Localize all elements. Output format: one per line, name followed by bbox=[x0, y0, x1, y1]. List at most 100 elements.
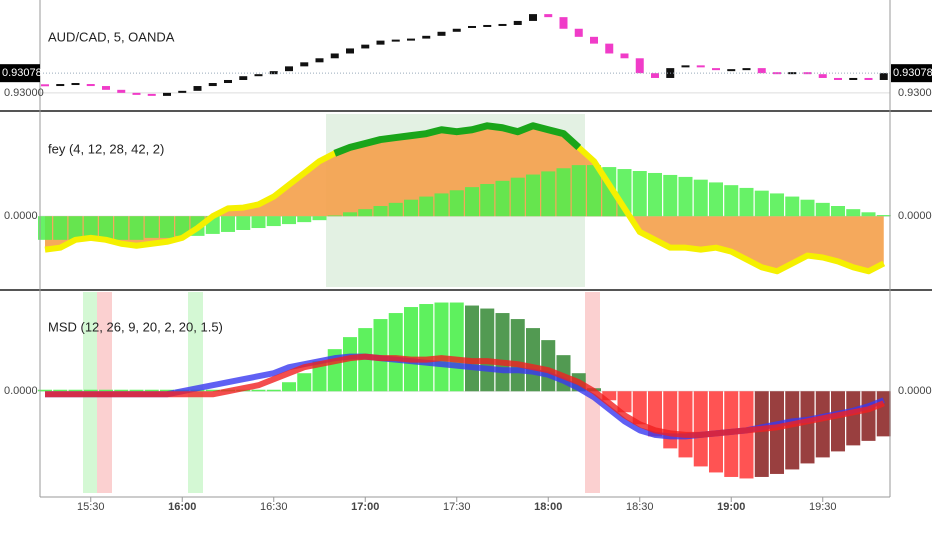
y-tick-label: 0.0000 bbox=[898, 210, 932, 222]
pane-title: AUD/CAD, 5, OANDA bbox=[48, 29, 175, 44]
candle-body bbox=[102, 86, 110, 90]
x-tick-label: 16:00 bbox=[168, 501, 196, 513]
histogram-bar bbox=[846, 391, 861, 446]
candle-body bbox=[452, 28, 461, 32]
histogram-bar bbox=[358, 209, 373, 217]
candle-body bbox=[574, 28, 583, 37]
candle-body bbox=[147, 93, 156, 96]
histogram-bar bbox=[785, 391, 800, 470]
histogram-bar bbox=[831, 206, 845, 217]
candle-body bbox=[651, 73, 659, 78]
histogram-bar bbox=[465, 187, 479, 217]
candle-body bbox=[346, 48, 354, 54]
histogram-bar bbox=[114, 389, 129, 392]
histogram-bar bbox=[251, 389, 266, 392]
candle-body bbox=[376, 40, 385, 45]
histogram-bar bbox=[434, 193, 449, 217]
pane-title: fey (4, 12, 28, 42, 2) bbox=[48, 141, 164, 156]
histogram-bar bbox=[632, 391, 647, 425]
candle-body bbox=[208, 83, 217, 87]
histogram-bar bbox=[343, 337, 357, 392]
histogram-bar bbox=[53, 389, 68, 392]
histogram-bar bbox=[68, 216, 83, 240]
candle-body bbox=[590, 36, 598, 44]
candle-body bbox=[757, 68, 766, 74]
histogram-bar bbox=[83, 389, 98, 392]
histogram-bar bbox=[388, 313, 403, 392]
candle-body bbox=[407, 38, 415, 41]
candle-body bbox=[834, 77, 842, 80]
histogram-bar bbox=[343, 212, 357, 217]
candle-body bbox=[437, 31, 446, 36]
histogram-bar bbox=[724, 185, 739, 217]
candle-body bbox=[483, 24, 492, 27]
x-tick-label: 17:30 bbox=[443, 501, 471, 513]
candle-body bbox=[254, 74, 263, 77]
histogram-bar bbox=[282, 216, 296, 225]
histogram-bar bbox=[160, 389, 174, 392]
histogram-bar bbox=[526, 174, 540, 217]
x-tick-label: 18:30 bbox=[626, 501, 654, 513]
x-tick-label: 18:00 bbox=[534, 501, 562, 513]
y-tick-label: 0.0000 bbox=[4, 210, 38, 222]
pane-title: MSD (12, 26, 9, 20, 2, 20, 1.5) bbox=[48, 319, 223, 334]
histogram-bar bbox=[495, 313, 510, 392]
histogram-bar bbox=[144, 389, 159, 392]
histogram-bar bbox=[282, 382, 296, 392]
histogram-bar bbox=[419, 304, 434, 392]
histogram-bar bbox=[53, 216, 68, 240]
candle-body bbox=[513, 20, 522, 25]
histogram-bar bbox=[739, 187, 754, 217]
histogram-bar bbox=[510, 177, 525, 217]
candle-body bbox=[681, 65, 690, 68]
candle-body bbox=[849, 77, 858, 80]
x-tick-label: 15:30 bbox=[77, 501, 105, 513]
marks bbox=[38, 14, 891, 479]
candle-body bbox=[605, 43, 614, 54]
histogram-bar bbox=[38, 389, 52, 392]
labels: 0.93000 0.93000 0.93078 0.93078 0.0000 0.0000… bbox=[0, 64, 932, 513]
histogram-bar bbox=[770, 193, 784, 217]
price-box bbox=[891, 64, 932, 83]
histogram-bar bbox=[404, 199, 418, 217]
candle-body bbox=[544, 14, 553, 18]
histogram-bar bbox=[388, 202, 403, 217]
histogram-bar bbox=[175, 216, 190, 236]
candle-body bbox=[56, 84, 65, 87]
candle-body bbox=[163, 92, 171, 96]
indicator-line bbox=[45, 353, 885, 438]
histogram-bar bbox=[541, 171, 556, 217]
histogram-bar bbox=[297, 216, 312, 223]
candle-body bbox=[71, 83, 80, 86]
histogram-bar bbox=[419, 196, 434, 217]
histogram-bar bbox=[160, 216, 174, 238]
x-tick-label: 19:00 bbox=[717, 501, 745, 513]
candle-body bbox=[803, 72, 812, 75]
candle-body bbox=[559, 17, 568, 29]
candle-body bbox=[422, 35, 431, 39]
candle-body bbox=[315, 58, 324, 63]
candle-body bbox=[117, 89, 126, 93]
histogram-bar bbox=[861, 212, 876, 217]
signal-line-highlight bbox=[333, 122, 582, 157]
histogram-bar bbox=[510, 319, 525, 392]
histogram-bar bbox=[541, 340, 556, 392]
histogram-bar bbox=[663, 391, 678, 449]
histogram-bar bbox=[68, 389, 83, 392]
histogram-bar bbox=[587, 165, 601, 217]
histogram-bar bbox=[480, 183, 495, 217]
x-tick-label: 17:00 bbox=[351, 501, 379, 513]
candle-body bbox=[86, 84, 95, 87]
histogram-bar bbox=[251, 216, 266, 229]
histogram-bar bbox=[327, 215, 342, 217]
candle-body bbox=[879, 73, 888, 80]
histogram-bar bbox=[770, 391, 784, 474]
candle-body bbox=[178, 90, 187, 93]
candle-body bbox=[391, 39, 400, 42]
histogram-bar bbox=[129, 389, 144, 392]
histogram-bar bbox=[754, 391, 769, 477]
histogram-bar bbox=[312, 361, 327, 392]
histogram-bar bbox=[815, 391, 830, 458]
histogram-bar bbox=[785, 196, 800, 217]
